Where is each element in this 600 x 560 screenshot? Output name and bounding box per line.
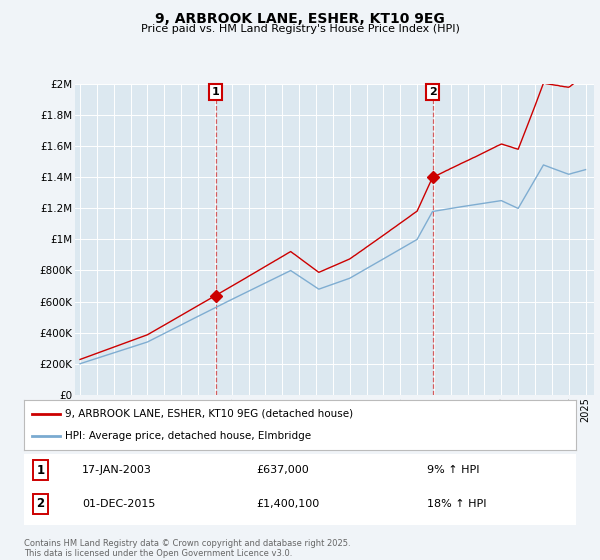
Text: 2: 2 <box>428 87 436 97</box>
Text: 2: 2 <box>37 497 44 510</box>
Text: Price paid vs. HM Land Registry's House Price Index (HPI): Price paid vs. HM Land Registry's House … <box>140 24 460 34</box>
Text: 1: 1 <box>212 87 220 97</box>
Text: 9% ↑ HPI: 9% ↑ HPI <box>427 465 479 475</box>
Text: 9, ARBROOK LANE, ESHER, KT10 9EG (detached house): 9, ARBROOK LANE, ESHER, KT10 9EG (detach… <box>65 409 353 419</box>
Text: 18% ↑ HPI: 18% ↑ HPI <box>427 499 487 509</box>
Text: 1: 1 <box>37 464 44 477</box>
Text: Contains HM Land Registry data © Crown copyright and database right 2025.
This d: Contains HM Land Registry data © Crown c… <box>24 539 350 558</box>
Text: 17-JAN-2003: 17-JAN-2003 <box>82 465 152 475</box>
Text: £637,000: £637,000 <box>256 465 308 475</box>
Text: HPI: Average price, detached house, Elmbridge: HPI: Average price, detached house, Elmb… <box>65 431 311 441</box>
Text: 01-DEC-2015: 01-DEC-2015 <box>82 499 155 509</box>
Text: £1,400,100: £1,400,100 <box>256 499 319 509</box>
Text: 9, ARBROOK LANE, ESHER, KT10 9EG: 9, ARBROOK LANE, ESHER, KT10 9EG <box>155 12 445 26</box>
